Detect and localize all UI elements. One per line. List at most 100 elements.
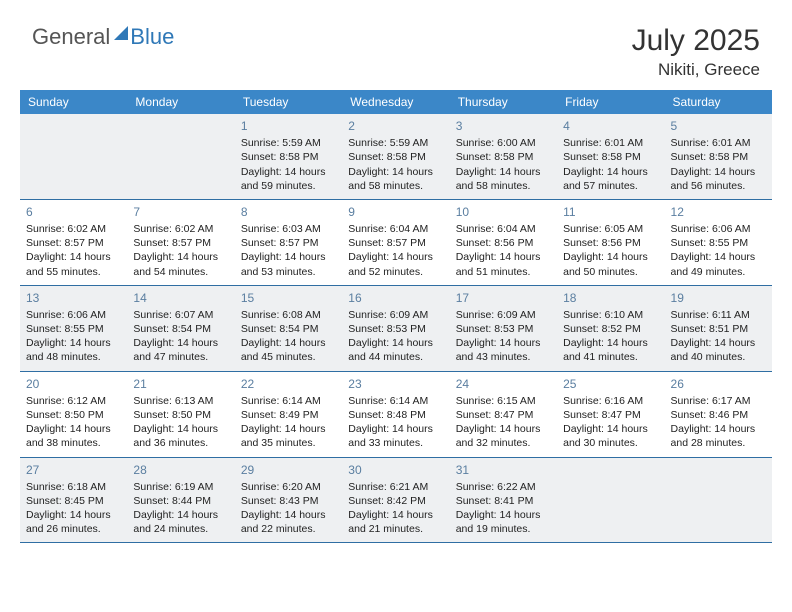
title-block: July 2025 Nikiti, Greece: [632, 24, 760, 80]
daylight-text: Daylight: 14 hours and 43 minutes.: [456, 336, 551, 364]
daylight-text: Daylight: 14 hours and 35 minutes.: [241, 422, 336, 450]
sunset-text: Sunset: 8:58 PM: [348, 150, 443, 164]
day-cell: 30Sunrise: 6:21 AMSunset: 8:42 PMDayligh…: [342, 458, 449, 543]
day-number: 24: [456, 376, 551, 392]
sunset-text: Sunset: 8:54 PM: [133, 322, 228, 336]
daylight-text: Daylight: 14 hours and 26 minutes.: [26, 508, 121, 536]
day-cell: 17Sunrise: 6:09 AMSunset: 8:53 PMDayligh…: [450, 286, 557, 371]
sunrise-text: Sunrise: 6:02 AM: [133, 222, 228, 236]
day-cell: 18Sunrise: 6:10 AMSunset: 8:52 PMDayligh…: [557, 286, 664, 371]
sunrise-text: Sunrise: 6:06 AM: [671, 222, 766, 236]
day-number: 11: [563, 204, 658, 220]
day-cell: 9Sunrise: 6:04 AMSunset: 8:57 PMDaylight…: [342, 200, 449, 285]
logo: General Blue: [32, 24, 174, 50]
sunset-text: Sunset: 8:50 PM: [133, 408, 228, 422]
sunrise-text: Sunrise: 6:07 AM: [133, 308, 228, 322]
day-number: 6: [26, 204, 121, 220]
day-number: 27: [26, 462, 121, 478]
daylight-text: Daylight: 14 hours and 22 minutes.: [241, 508, 336, 536]
daylight-text: Daylight: 14 hours and 40 minutes.: [671, 336, 766, 364]
sunset-text: Sunset: 8:49 PM: [241, 408, 336, 422]
day-cell: 1Sunrise: 5:59 AMSunset: 8:58 PMDaylight…: [235, 114, 342, 199]
sunrise-text: Sunrise: 5:59 AM: [348, 136, 443, 150]
sunset-text: Sunset: 8:57 PM: [26, 236, 121, 250]
empty-cell: [20, 114, 127, 199]
sunset-text: Sunset: 8:56 PM: [563, 236, 658, 250]
day-number: 31: [456, 462, 551, 478]
sunrise-text: Sunrise: 6:09 AM: [348, 308, 443, 322]
daylight-text: Daylight: 14 hours and 51 minutes.: [456, 250, 551, 278]
day-cell: 16Sunrise: 6:09 AMSunset: 8:53 PMDayligh…: [342, 286, 449, 371]
sunrise-text: Sunrise: 6:21 AM: [348, 480, 443, 494]
daylight-text: Daylight: 14 hours and 36 minutes.: [133, 422, 228, 450]
sunset-text: Sunset: 8:55 PM: [671, 236, 766, 250]
day-cell: 10Sunrise: 6:04 AMSunset: 8:56 PMDayligh…: [450, 200, 557, 285]
day-number: 26: [671, 376, 766, 392]
sunrise-text: Sunrise: 6:05 AM: [563, 222, 658, 236]
sunset-text: Sunset: 8:53 PM: [348, 322, 443, 336]
sunrise-text: Sunrise: 6:22 AM: [456, 480, 551, 494]
day-number: 22: [241, 376, 336, 392]
day-number: 29: [241, 462, 336, 478]
daylight-text: Daylight: 14 hours and 58 minutes.: [456, 165, 551, 193]
day-cell: 19Sunrise: 6:11 AMSunset: 8:51 PMDayligh…: [665, 286, 772, 371]
sunrise-text: Sunrise: 6:20 AM: [241, 480, 336, 494]
day-number: 5: [671, 118, 766, 134]
sunset-text: Sunset: 8:57 PM: [133, 236, 228, 250]
daylight-text: Daylight: 14 hours and 53 minutes.: [241, 250, 336, 278]
sunrise-text: Sunrise: 6:00 AM: [456, 136, 551, 150]
day-number: 18: [563, 290, 658, 306]
daylight-text: Daylight: 14 hours and 44 minutes.: [348, 336, 443, 364]
sunrise-text: Sunrise: 6:02 AM: [26, 222, 121, 236]
week-row: 20Sunrise: 6:12 AMSunset: 8:50 PMDayligh…: [20, 372, 772, 458]
day-number: 7: [133, 204, 228, 220]
day-number: 17: [456, 290, 551, 306]
day-number: 30: [348, 462, 443, 478]
day-number: 20: [26, 376, 121, 392]
sunset-text: Sunset: 8:55 PM: [26, 322, 121, 336]
day-header: Monday: [127, 90, 234, 114]
sunrise-text: Sunrise: 6:09 AM: [456, 308, 551, 322]
sunset-text: Sunset: 8:47 PM: [456, 408, 551, 422]
week-row: 13Sunrise: 6:06 AMSunset: 8:55 PMDayligh…: [20, 286, 772, 372]
sunset-text: Sunset: 8:58 PM: [563, 150, 658, 164]
sunset-text: Sunset: 8:43 PM: [241, 494, 336, 508]
sunrise-text: Sunrise: 6:04 AM: [456, 222, 551, 236]
day-header: Friday: [557, 90, 664, 114]
logo-triangle-icon: [114, 26, 128, 40]
empty-cell: [557, 458, 664, 543]
sunset-text: Sunset: 8:50 PM: [26, 408, 121, 422]
daylight-text: Daylight: 14 hours and 28 minutes.: [671, 422, 766, 450]
day-cell: 5Sunrise: 6:01 AMSunset: 8:58 PMDaylight…: [665, 114, 772, 199]
day-number: 9: [348, 204, 443, 220]
sunset-text: Sunset: 8:54 PM: [241, 322, 336, 336]
location: Nikiti, Greece: [632, 60, 760, 80]
day-cell: 7Sunrise: 6:02 AMSunset: 8:57 PMDaylight…: [127, 200, 234, 285]
day-number: 3: [456, 118, 551, 134]
day-cell: 29 Sunrise: 6:20 AMSunset: 8:43 PMDayligh…: [235, 458, 342, 543]
day-number: 14: [133, 290, 228, 306]
daylight-text: Daylight: 14 hours and 56 minutes.: [671, 165, 766, 193]
day-header: Tuesday: [235, 90, 342, 114]
sunrise-text: Sunrise: 6:13 AM: [133, 394, 228, 408]
sunrise-text: Sunrise: 6:19 AM: [133, 480, 228, 494]
sunset-text: Sunset: 8:48 PM: [348, 408, 443, 422]
day-number: 2: [348, 118, 443, 134]
sunrise-text: Sunrise: 6:15 AM: [456, 394, 551, 408]
week-row: 27Sunrise: 6:18 AMSunset: 8:45 PMDayligh…: [20, 458, 772, 544]
empty-cell: [127, 114, 234, 199]
sunrise-text: Sunrise: 6:10 AM: [563, 308, 658, 322]
day-number: 13: [26, 290, 121, 306]
week-row: 1Sunrise: 5:59 AMSunset: 8:58 PMDaylight…: [20, 114, 772, 200]
sunrise-text: Sunrise: 6:01 AM: [671, 136, 766, 150]
daylight-text: Daylight: 14 hours and 50 minutes.: [563, 250, 658, 278]
day-cell: 13Sunrise: 6:06 AMSunset: 8:55 PMDayligh…: [20, 286, 127, 371]
sunset-text: Sunset: 8:57 PM: [348, 236, 443, 250]
sunset-text: Sunset: 8:51 PM: [671, 322, 766, 336]
day-number: 21: [133, 376, 228, 392]
daylight-text: Daylight: 14 hours and 47 minutes.: [133, 336, 228, 364]
day-cell: 23Sunrise: 6:14 AMSunset: 8:48 PMDayligh…: [342, 372, 449, 457]
day-header-row: SundayMondayTuesdayWednesdayThursdayFrid…: [20, 90, 772, 114]
sunrise-text: Sunrise: 6:16 AM: [563, 394, 658, 408]
day-cell: 6Sunrise: 6:02 AMSunset: 8:57 PMDaylight…: [20, 200, 127, 285]
